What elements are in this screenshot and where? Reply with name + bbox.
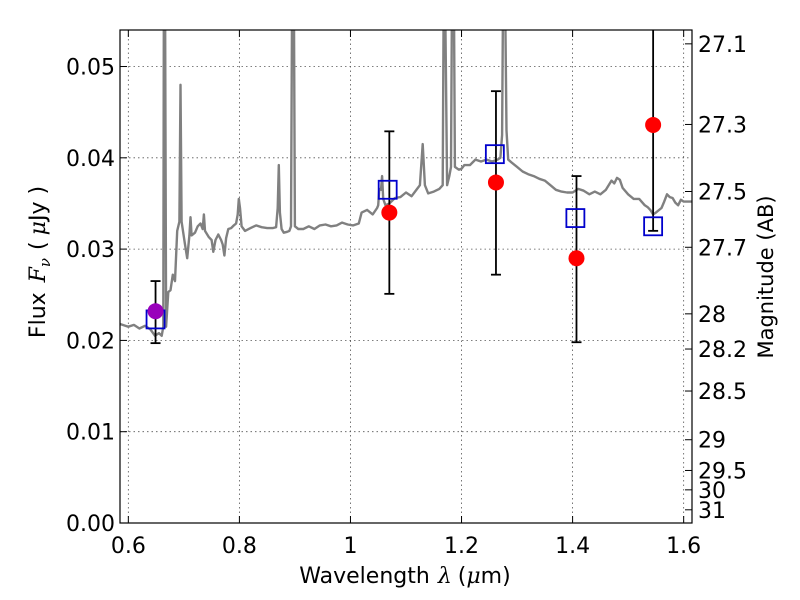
secondary-y-axis-label: Magnitude (AB) bbox=[754, 195, 778, 358]
y2-tick-label: 31 bbox=[698, 499, 726, 524]
y-axis-label-text: Flux bbox=[26, 292, 51, 338]
y-axis-ticks: 0.00 0.01 0.02 0.03 0.04 0.05 bbox=[66, 56, 127, 537]
y-tick-label: 0.04 bbox=[66, 147, 115, 172]
y-tick-label: 0.03 bbox=[66, 238, 115, 263]
y2-tick-label: 29.5 bbox=[698, 459, 747, 484]
y-axis-symbol-sub: ν bbox=[36, 258, 54, 267]
model-point bbox=[377, 179, 398, 200]
spectrum-line bbox=[120, 30, 692, 337]
x-axis-unit-mu: μ bbox=[466, 564, 480, 589]
y-tick-label: 0.00 bbox=[66, 512, 115, 537]
observed-point bbox=[487, 174, 504, 191]
x-tick-label: 1 bbox=[343, 534, 357, 559]
plot-frame bbox=[119, 29, 693, 524]
y-axis-unit-mu: μ bbox=[26, 221, 51, 235]
x-axis-symbol: λ bbox=[437, 564, 452, 589]
x-tick-label: 0.6 bbox=[111, 534, 146, 559]
y2-tick-label: 27.1 bbox=[698, 33, 747, 58]
x-axis-label-text: Wavelength bbox=[299, 564, 430, 589]
x-axis-unit-rest: m) bbox=[481, 564, 511, 589]
y-tick-label: 0.02 bbox=[66, 329, 115, 354]
y2-tick-label: 28 bbox=[698, 303, 726, 328]
y-axis-label: Flux Fν ( μJy ) bbox=[26, 186, 54, 338]
observed-point bbox=[645, 116, 662, 133]
x-tick-label: 0.8 bbox=[222, 534, 257, 559]
x-tick-label: 1.2 bbox=[444, 534, 479, 559]
observed-point bbox=[381, 204, 398, 221]
y-tick-label: 0.01 bbox=[66, 421, 115, 446]
spectrum-series bbox=[120, 30, 692, 337]
y-axis-unit-rest: Jy ) bbox=[26, 186, 51, 223]
x-axis-unit-open: ( bbox=[458, 564, 467, 589]
y2-tick-label: 27.5 bbox=[698, 181, 747, 206]
observed-point bbox=[147, 303, 164, 320]
observed-point bbox=[568, 250, 585, 267]
y2-tick-label: 30 bbox=[698, 479, 726, 504]
y2-tick-label: 29 bbox=[698, 429, 726, 454]
y2-tick-label: 28.5 bbox=[698, 380, 747, 405]
x-tick-label: 1.6 bbox=[666, 534, 701, 559]
y-tick-label: 0.05 bbox=[66, 56, 115, 81]
x-tick-label: 1.4 bbox=[555, 534, 590, 559]
model-point bbox=[643, 216, 664, 237]
model-point bbox=[484, 144, 505, 165]
x-axis-ticks: 0.6 0.8 1 1.2 1.4 1.6 bbox=[111, 30, 701, 559]
photometry-series bbox=[145, 30, 664, 345]
y-axis-unit-open: ( bbox=[26, 241, 51, 250]
model-point bbox=[565, 208, 586, 228]
y-axis-symbol: F bbox=[26, 266, 51, 283]
grid bbox=[120, 30, 692, 524]
y2-tick-label: 28.2 bbox=[698, 338, 747, 363]
y2-tick-label: 27.3 bbox=[698, 113, 747, 138]
y2-tick-label: 27.7 bbox=[698, 236, 747, 261]
x-axis-label: Wavelength λ (μm) bbox=[299, 564, 510, 589]
